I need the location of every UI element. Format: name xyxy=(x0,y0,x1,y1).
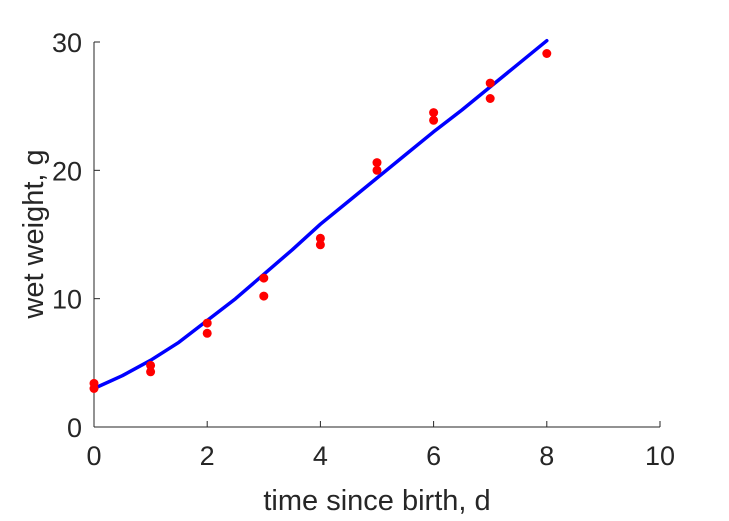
data-point xyxy=(259,291,269,301)
data-point xyxy=(429,115,439,125)
series xyxy=(89,38,552,393)
axes xyxy=(93,42,660,428)
data-point xyxy=(372,165,382,175)
fit-curve xyxy=(92,38,549,391)
data-point xyxy=(146,360,156,370)
y-tick-label: 0 xyxy=(67,413,82,443)
x-tick-label: 8 xyxy=(539,441,554,471)
data-point xyxy=(259,273,269,283)
x-tick-label: 0 xyxy=(86,441,101,471)
data-point xyxy=(315,240,325,250)
data-point xyxy=(485,94,495,103)
ticks: 0 2 4 6 8 10 0 10 20 30 xyxy=(52,28,675,471)
y-tick-label: 10 xyxy=(52,285,82,315)
data-point xyxy=(146,367,156,377)
data-point xyxy=(429,108,439,118)
data-point xyxy=(202,318,212,328)
x-tick-label: 4 xyxy=(313,441,328,471)
x-axis-label: time since birth, d xyxy=(263,485,490,517)
y-tick-label: 20 xyxy=(52,156,82,186)
data-point xyxy=(485,78,495,88)
y-tick-label: 30 xyxy=(52,28,82,58)
data-point xyxy=(372,158,382,168)
data-point xyxy=(315,233,325,243)
x-tick-label: 10 xyxy=(645,441,675,471)
x-tick-label: 2 xyxy=(200,441,215,471)
x-tick-label: 6 xyxy=(426,441,441,471)
data-point xyxy=(202,328,212,338)
y-axis-label: wet weight, g xyxy=(18,149,50,319)
data-point xyxy=(89,384,99,393)
data-point xyxy=(542,49,552,58)
